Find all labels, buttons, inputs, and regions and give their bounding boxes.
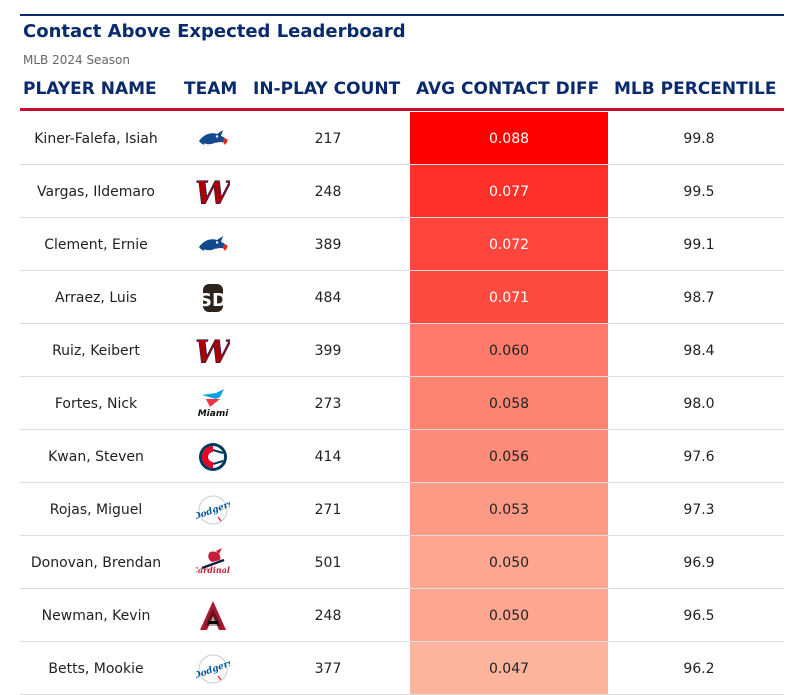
svg-text:W: W	[196, 175, 230, 209]
player-name[interactable]: Ruiz, Keibert	[52, 342, 140, 359]
page-subtitle: MLB 2024 Season	[23, 53, 130, 67]
column-header-percentile[interactable]: MLB PERCENTILE	[614, 79, 777, 99]
bluejays-icon	[183, 218, 243, 271]
player-name[interactable]: Newman, Kevin	[41, 607, 151, 624]
mlb-percentile: 99.5	[683, 183, 715, 200]
padres-icon: SD	[183, 271, 243, 324]
mlb-percentile: 96.9	[683, 554, 715, 571]
bluejays-icon	[183, 112, 243, 165]
header-rule	[20, 108, 784, 111]
player-name[interactable]: Kwan, Steven	[48, 448, 144, 465]
avg-contact-diff: 0.088	[410, 112, 608, 165]
mlb-percentile: 99.8	[683, 130, 715, 147]
column-header-count[interactable]: IN-PLAY COUNT	[253, 79, 401, 99]
table-row[interactable]: Vargas, Ildemaro W 248 0.077 99.5	[20, 165, 784, 218]
column-header-team[interactable]: TEAM	[184, 79, 238, 99]
avg-contact-diff: 0.058	[410, 377, 608, 430]
in-play-count: 271	[314, 501, 342, 518]
player-name[interactable]: Vargas, Ildemaro	[37, 183, 155, 200]
table-row[interactable]: Betts, Mookie Dodgers 377 0.047 96.2	[20, 642, 784, 695]
dodgers-icon: Dodgers	[183, 483, 243, 536]
avg-contact-diff: 0.056	[410, 430, 608, 483]
in-play-count: 377	[314, 660, 342, 677]
in-play-count: 484	[314, 289, 342, 306]
table-row[interactable]: Clement, Ernie 389 0.072 99.1	[20, 218, 784, 271]
column-header-diff[interactable]: AVG CONTACT DIFF	[416, 79, 600, 99]
player-name[interactable]: Clement, Ernie	[44, 236, 148, 253]
avg-contact-diff: 0.060	[410, 324, 608, 377]
in-play-count: 248	[314, 607, 342, 624]
top-rule	[20, 14, 784, 16]
mlb-percentile: 98.4	[683, 342, 715, 359]
in-play-count: 217	[314, 130, 342, 147]
player-name[interactable]: Kiner-Falefa, Isiah	[34, 130, 158, 147]
table-row[interactable]: Donovan, Brendan Cardinals 501 0.050 96.9	[20, 536, 784, 589]
mlb-percentile: 98.0	[683, 395, 715, 412]
row-divider	[20, 535, 784, 536]
row-divider	[20, 217, 784, 218]
marlins-icon: Miami	[183, 377, 243, 430]
svg-text:W: W	[196, 334, 230, 368]
in-play-count: 273	[314, 395, 342, 412]
nationals-icon: W	[183, 165, 243, 218]
table-row[interactable]: Arraez, Luis SD 484 0.071 98.7	[20, 271, 784, 324]
row-divider	[20, 588, 784, 589]
mlb-percentile: 96.2	[683, 660, 715, 677]
player-name[interactable]: Donovan, Brendan	[30, 554, 162, 571]
table-row[interactable]: Rojas, Miguel Dodgers 271 0.053 97.3	[20, 483, 784, 536]
player-name[interactable]: Betts, Mookie	[48, 660, 144, 677]
in-play-count: 501	[314, 554, 342, 571]
row-divider	[20, 641, 784, 642]
svg-text:SD: SD	[199, 290, 227, 311]
table-row[interactable]: Kiner-Falefa, Isiah 217 0.088 99.8	[20, 112, 784, 165]
row-divider	[20, 429, 784, 430]
cardinals-icon: Cardinals	[183, 536, 243, 589]
mlb-percentile: 98.7	[683, 289, 715, 306]
row-divider	[20, 164, 784, 165]
avg-contact-diff: 0.071	[410, 271, 608, 324]
row-divider	[20, 323, 784, 324]
avg-contact-diff: 0.072	[410, 218, 608, 271]
player-name[interactable]: Arraez, Luis	[55, 289, 137, 306]
svg-text:Miami: Miami	[198, 409, 229, 419]
svg-text:Cardinals: Cardinals	[196, 565, 230, 575]
avg-contact-diff: 0.050	[410, 536, 608, 589]
column-header-player[interactable]: PLAYER NAME	[23, 79, 157, 99]
dodgers-icon: Dodgers	[183, 642, 243, 695]
table-row[interactable]: Ruiz, Keibert W 399 0.060 98.4	[20, 324, 784, 377]
mlb-percentile: 97.6	[683, 448, 715, 465]
page-title: Contact Above Expected Leaderboard	[23, 21, 406, 42]
in-play-count: 414	[314, 448, 342, 465]
avg-contact-diff: 0.077	[410, 165, 608, 218]
avg-contact-diff: 0.047	[410, 642, 608, 695]
in-play-count: 248	[314, 183, 342, 200]
player-name[interactable]: Rojas, Miguel	[49, 501, 143, 518]
row-divider	[20, 376, 784, 377]
table-row[interactable]: Fortes, Nick Miami 273 0.058 98.0	[20, 377, 784, 430]
player-name[interactable]: Fortes, Nick	[54, 395, 138, 412]
diamondbacks-icon	[183, 589, 243, 642]
mlb-percentile: 99.1	[683, 236, 715, 253]
row-divider	[20, 482, 784, 483]
table-row[interactable]: Newman, Kevin 248 0.050 96.5	[20, 589, 784, 642]
in-play-count: 399	[314, 342, 342, 359]
avg-contact-diff: 0.053	[410, 483, 608, 536]
mlb-percentile: 96.5	[683, 607, 715, 624]
nationals-icon: W	[183, 324, 243, 377]
row-divider	[20, 270, 784, 271]
avg-contact-diff: 0.050	[410, 589, 608, 642]
in-play-count: 389	[314, 236, 342, 253]
table-row[interactable]: Kwan, Steven 414 0.056 97.6	[20, 430, 784, 483]
mlb-percentile: 97.3	[683, 501, 715, 518]
guardians-icon	[183, 430, 243, 483]
